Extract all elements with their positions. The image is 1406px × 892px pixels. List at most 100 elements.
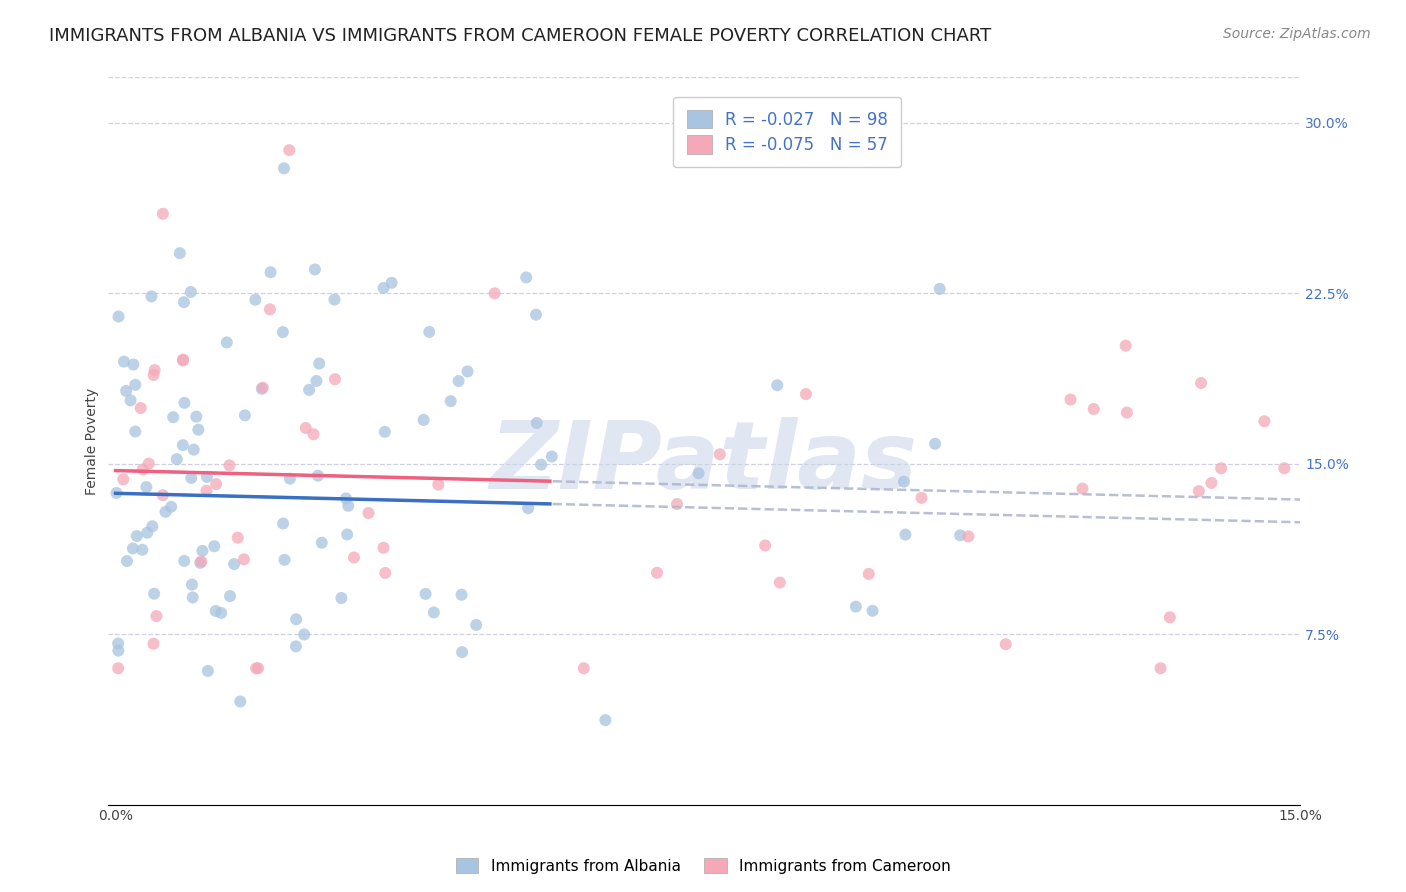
Point [412,413,434,427]
Point [218,458,240,473]
Point [794,387,817,401]
Point [173,396,195,410]
Point [440,394,463,409]
Point [250,382,273,396]
Point [180,471,202,485]
Point [304,262,326,277]
Point [337,499,360,513]
Point [125,529,148,543]
Point [247,661,270,675]
Point [957,529,980,543]
Point [142,637,165,651]
Point [143,363,166,377]
Point [357,506,380,520]
Point [754,539,776,553]
Point [195,483,218,498]
Point [187,423,209,437]
Point [219,589,242,603]
Legend: R = -0.027   N = 98, R = -0.075   N = 57: R = -0.027 N = 98, R = -0.075 N = 57 [673,96,901,168]
Point [298,383,321,397]
Point [323,372,346,386]
Point [374,566,396,580]
Text: IMMIGRANTS FROM ALBANIA VS IMMIGRANTS FROM CAMEROON FEMALE POVERTY CORRELATION C: IMMIGRANTS FROM ALBANIA VS IMMIGRANTS FR… [49,27,991,45]
Point [524,308,547,322]
Point [112,472,135,486]
Point [205,477,228,491]
Point [284,640,307,654]
Point [202,539,225,553]
Point [131,542,153,557]
Point [112,354,135,368]
Point [769,575,792,590]
Point [124,425,146,439]
Point [1188,484,1211,499]
Point [273,553,295,567]
Point [105,486,128,500]
Point [335,491,357,506]
Point [336,527,359,541]
Point [226,531,249,545]
Point [1059,392,1081,407]
Point [136,525,159,540]
Point [152,207,174,221]
Point [188,556,211,570]
Point [294,421,316,435]
Point [862,604,884,618]
Point [381,276,404,290]
Point [142,368,165,382]
Point [107,636,129,650]
Point [928,282,950,296]
Point [517,501,540,516]
Point [259,302,281,317]
Point [1272,461,1295,475]
Point [450,588,472,602]
Point [845,599,868,614]
Point [172,352,194,367]
Point [271,516,294,531]
Point [457,364,479,378]
Point [259,265,281,279]
Point [858,566,880,581]
Point [1189,376,1212,390]
Point [949,528,972,542]
Point [1201,475,1223,490]
Point [1071,482,1094,496]
Point [373,541,395,555]
Point [172,438,194,452]
Point [308,357,330,371]
Point [910,491,932,505]
Point [155,505,177,519]
Point [132,462,155,476]
Point [107,661,129,675]
Point [120,393,142,408]
Point [122,358,145,372]
Point [278,143,301,157]
Point [418,325,440,339]
Point [121,541,143,556]
Point [180,285,202,299]
Point [141,289,163,303]
Point [893,475,915,489]
Point [311,535,333,549]
Point [572,661,595,675]
Point [143,587,166,601]
Point [305,374,328,388]
Point [1159,610,1181,624]
Point [645,566,668,580]
Point [451,645,474,659]
Point [215,335,238,350]
Point [115,554,138,568]
Point [292,627,315,641]
Point [330,591,353,605]
Point [688,467,710,481]
Point [1083,401,1105,416]
Point [229,694,252,708]
Point [183,442,205,457]
Point [540,450,562,464]
Point [666,497,689,511]
Point [302,427,325,442]
Point [232,552,254,566]
Point [484,286,506,301]
Point [172,353,194,368]
Point [141,519,163,533]
